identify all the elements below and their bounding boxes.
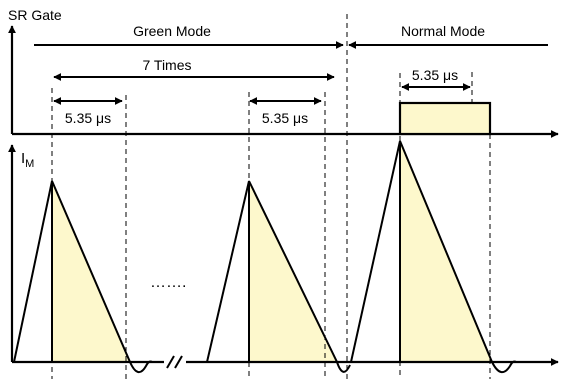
discharge-triangle-2 [248, 180, 339, 363]
ellipsis: ……. [150, 274, 186, 291]
pulse-width-label-2: 5.35 μs [262, 110, 308, 126]
ramp-3 [350, 140, 401, 363]
discharge-triangle-3 [399, 140, 494, 363]
pulse-width-label-3: 5.35 μs [412, 67, 458, 83]
dashed-guides [51, 14, 491, 379]
ringing-2 [336, 361, 351, 373]
sr-gate-label: SR Gate [8, 7, 62, 23]
green-mode-label: Green Mode [133, 23, 211, 39]
sr-gate-pulse [398, 101, 492, 136]
normal-mode-label: Normal Mode [401, 23, 485, 39]
ramp-2 [206, 180, 250, 363]
ramp-1 [13, 180, 53, 363]
pulse-width-label-1: 5.35 μs [65, 110, 111, 126]
seven-times-label: 7 Times [142, 57, 191, 73]
im-label: IM [21, 150, 34, 170]
discharge-triangle-1 [51, 180, 132, 363]
axis-break-symbol [166, 355, 183, 369]
